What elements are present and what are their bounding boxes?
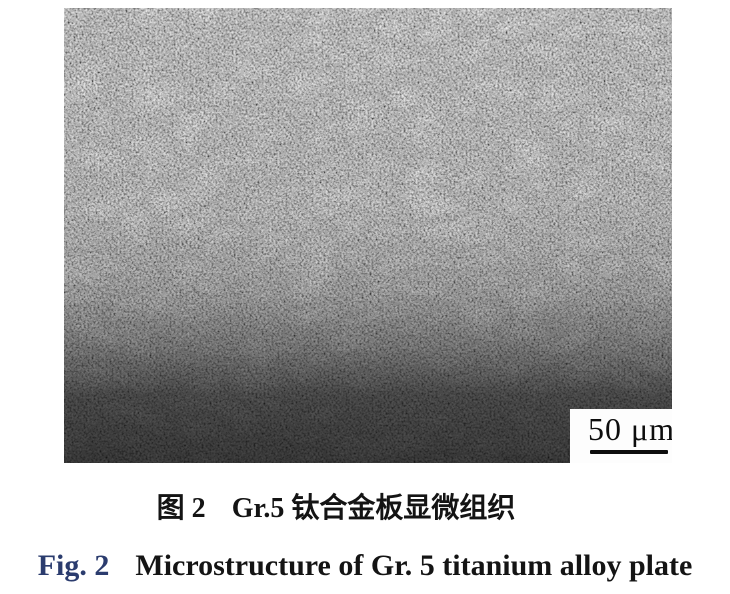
figure-caption-english: Fig. 2 Microstructure of Gr. 5 titanium a… (0, 548, 730, 584)
figure-caption-chinese-text: Gr.5 钛合金板显微组织 (231, 493, 516, 524)
micrograph-image: 50 μm (64, 8, 672, 463)
scale-bar-label: 50 μm (588, 411, 672, 447)
figure-number-chinese: 图 2 (156, 493, 206, 524)
figure-number-english: Fig. 2 (37, 549, 110, 582)
figure-caption-english-text: Microstructure of Gr. 5 titanium alloy p… (135, 549, 693, 582)
micrograph-noise-texture (64, 8, 672, 463)
scale-bar-line (590, 450, 668, 454)
figure-caption-chinese: 图 2 Gr.5 钛合金板显微组织 (0, 492, 672, 526)
scale-bar-box: 50 μm (570, 409, 672, 463)
